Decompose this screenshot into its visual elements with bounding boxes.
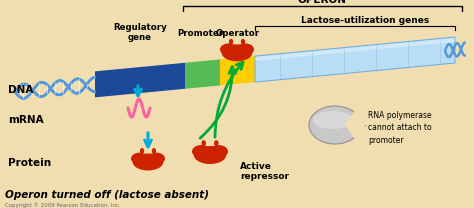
Ellipse shape bbox=[192, 145, 210, 158]
Ellipse shape bbox=[131, 153, 148, 165]
Ellipse shape bbox=[229, 39, 233, 45]
Polygon shape bbox=[185, 59, 220, 89]
Text: Regulatory
gene: Regulatory gene bbox=[113, 23, 167, 42]
Ellipse shape bbox=[148, 153, 165, 165]
Ellipse shape bbox=[140, 148, 144, 154]
Ellipse shape bbox=[220, 43, 237, 55]
Text: RNA polymerase
cannot attach to
promoter: RNA polymerase cannot attach to promoter bbox=[368, 111, 432, 145]
Text: Lactose-utilization genes: Lactose-utilization genes bbox=[301, 16, 429, 25]
Ellipse shape bbox=[222, 44, 252, 61]
Ellipse shape bbox=[313, 111, 353, 129]
Text: Protein: Protein bbox=[8, 158, 51, 168]
Text: mRNA: mRNA bbox=[8, 115, 44, 125]
Ellipse shape bbox=[241, 39, 245, 45]
Text: Promoter: Promoter bbox=[177, 29, 223, 38]
Polygon shape bbox=[95, 63, 185, 97]
Polygon shape bbox=[255, 37, 455, 82]
Ellipse shape bbox=[214, 140, 219, 146]
Text: OPERON: OPERON bbox=[298, 0, 347, 5]
Ellipse shape bbox=[152, 148, 156, 154]
Ellipse shape bbox=[210, 145, 228, 158]
Ellipse shape bbox=[194, 146, 226, 164]
Ellipse shape bbox=[309, 106, 361, 144]
Polygon shape bbox=[255, 38, 455, 61]
Ellipse shape bbox=[237, 43, 254, 55]
Ellipse shape bbox=[133, 154, 164, 171]
Text: Active
repressor: Active repressor bbox=[240, 162, 289, 181]
Polygon shape bbox=[220, 56, 255, 85]
Ellipse shape bbox=[201, 140, 206, 146]
Text: Operon turned off (lactose absent): Operon turned off (lactose absent) bbox=[5, 190, 209, 200]
Text: Operator: Operator bbox=[216, 29, 260, 38]
Text: DNA: DNA bbox=[8, 85, 33, 95]
Wedge shape bbox=[345, 109, 365, 141]
Text: Copyright © 2009 Pearson Education, Inc.: Copyright © 2009 Pearson Education, Inc. bbox=[5, 202, 121, 208]
